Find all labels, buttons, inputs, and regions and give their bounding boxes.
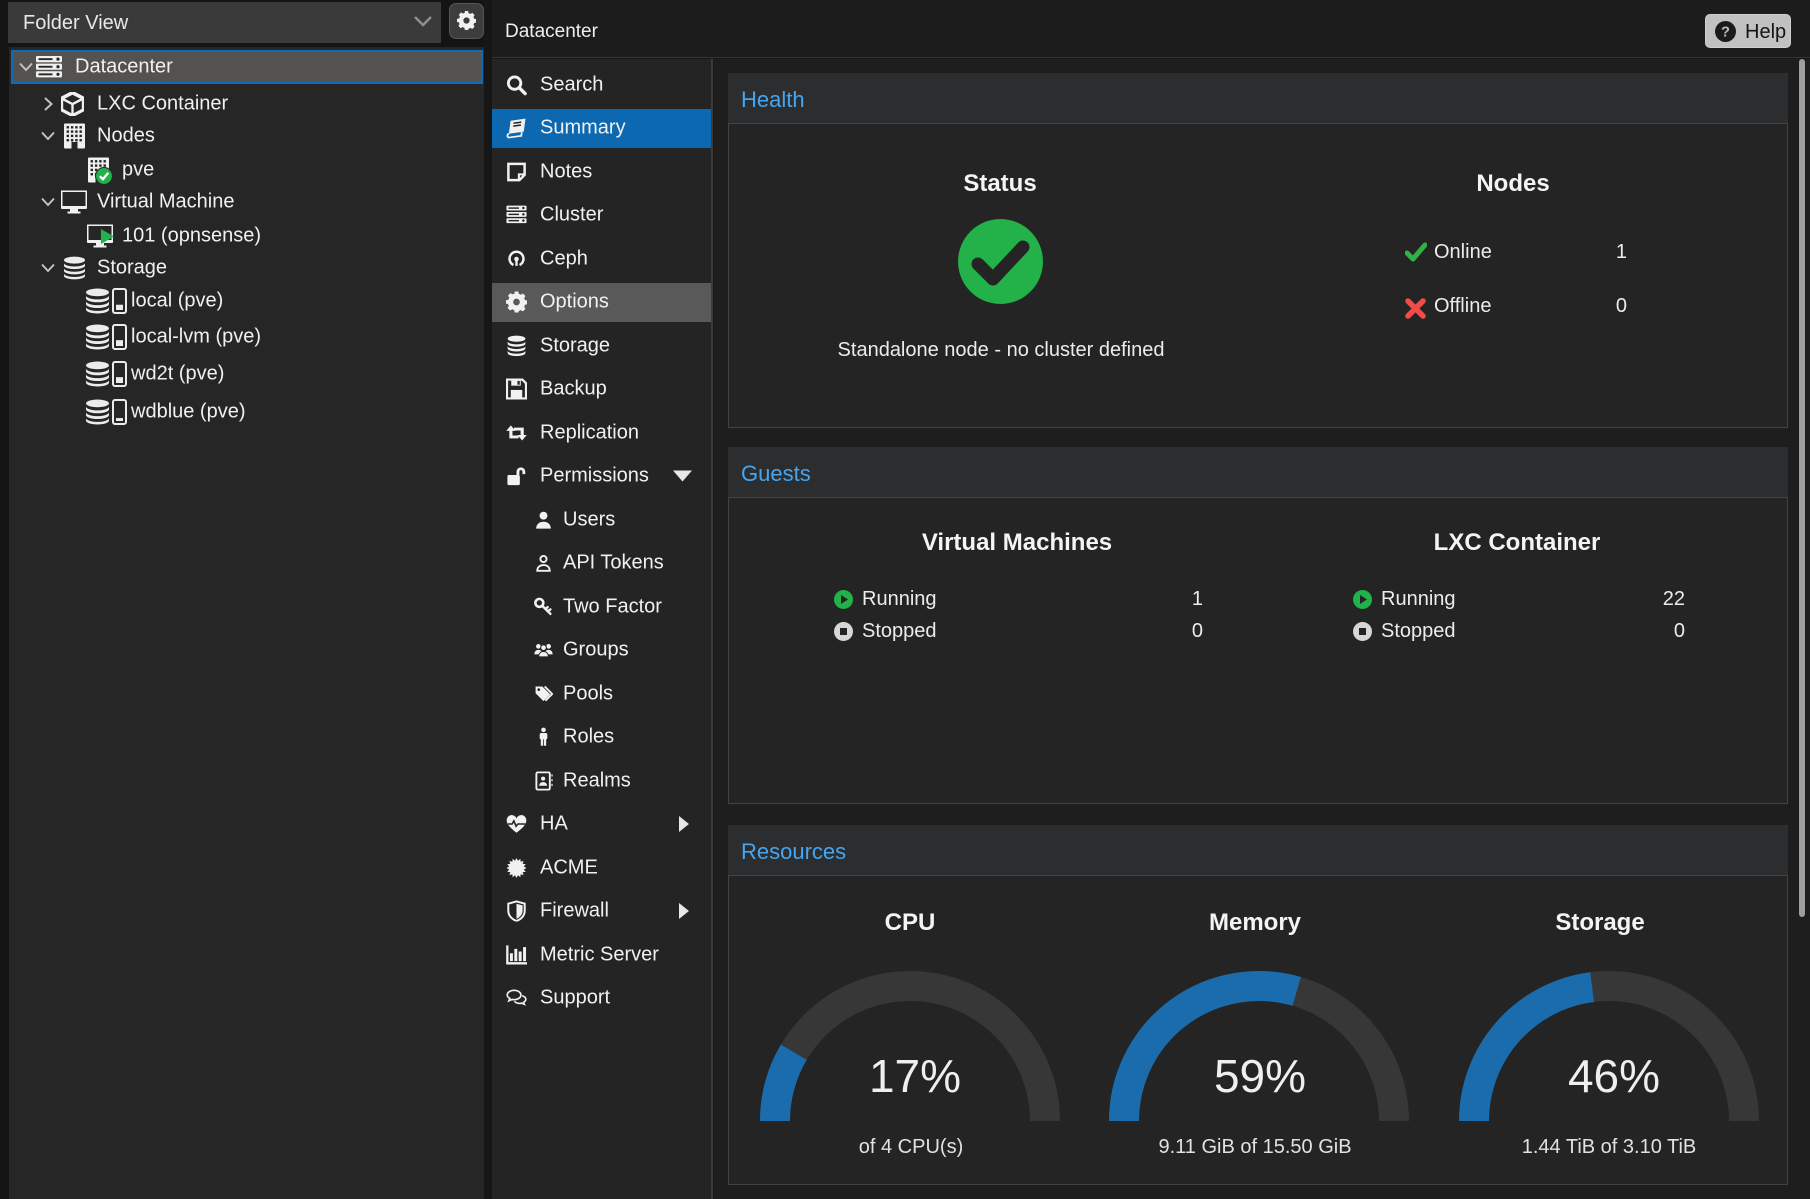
svg-text:?: ? (1721, 25, 1730, 41)
